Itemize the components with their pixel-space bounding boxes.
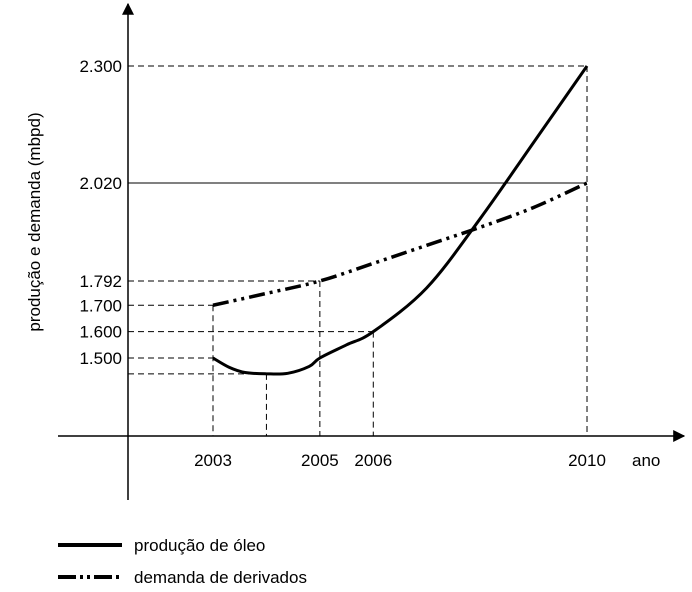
series-demanda-de-derivados [212, 181, 588, 307]
x-tick-labels: 2003 2005 2006 2010 [194, 451, 606, 470]
y-tick-1792: 1.792 [79, 272, 122, 291]
y-tick-2300: 2.300 [79, 57, 122, 76]
x-tick-2003: 2003 [194, 451, 232, 470]
x-axis-label: ano [632, 451, 660, 470]
y-axis-label: produção e demanda (mbpd) [25, 112, 44, 331]
y-tick-1600: 1.600 [79, 323, 122, 342]
legend-label-demanda: demanda de derivados [134, 568, 307, 587]
x-tick-2006: 2006 [354, 451, 392, 470]
legend-label-producao: produção de óleo [134, 536, 265, 555]
series-lines [212, 65, 589, 376]
series-producao-de-oleo [212, 65, 589, 376]
y-tick-labels: 1.500 1.600 1.700 1.792 2.020 2.300 [79, 57, 122, 368]
y-tick-1700: 1.700 [79, 296, 122, 315]
legend: produção de óleo demanda de derivados [58, 536, 307, 587]
y-tick-1500: 1.500 [79, 349, 122, 368]
x-tick-2010: 2010 [568, 451, 606, 470]
x-tick-2005: 2005 [301, 451, 339, 470]
guide-lines [128, 65, 588, 436]
y-tick-2020: 2.020 [79, 174, 122, 193]
